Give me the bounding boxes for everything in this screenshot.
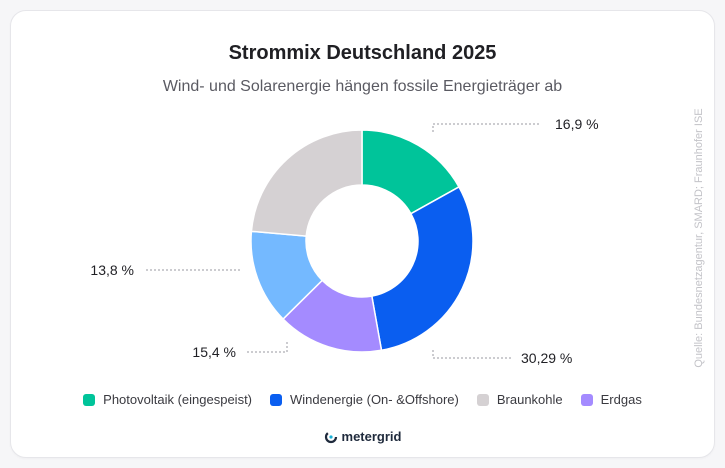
source-note: Quelle: Bundesnetzagentur, SMARD; Fraunh… [693, 108, 705, 368]
legend-item: Braunkohle [476, 392, 563, 407]
legend-item: Erdgas [580, 392, 642, 407]
leader-line [432, 123, 540, 132]
legend-swatch [580, 393, 593, 406]
legend-label: Erdgas [600, 392, 642, 407]
legend-swatch [476, 393, 489, 406]
legend-label: Braunkohle [496, 392, 563, 407]
data-label: 15,4 % [192, 344, 236, 360]
slice-braunkohle [250, 129, 363, 237]
legend-item: Windenergie (On- &Offshore) [270, 392, 459, 407]
legend-label: Photovoltaik (eingespeist) [103, 392, 253, 407]
metergrid-logo-icon [324, 430, 337, 443]
chart-subtitle: Wind- und Solarenergie hängen fossile En… [162, 78, 563, 95]
leader-line [245, 342, 288, 353]
chart-title: Strommix Deutschland 2025 [228, 42, 497, 64]
legend-swatch [270, 393, 283, 406]
chart-card [10, 10, 715, 458]
chart-legend: Photovoltaik (eingespeist) Windenergie (O… [0, 392, 725, 407]
legend-item: Photovoltaik (eingespeist) [83, 392, 252, 407]
leader-line [432, 350, 511, 359]
data-label: 30,29 % [521, 350, 572, 366]
brand-name: metergrid [341, 429, 402, 444]
data-label: 16,9 % [555, 116, 599, 132]
legend-label: Windenergie (On- &Offshore) [290, 392, 459, 407]
legend-swatch [83, 393, 96, 406]
data-label: 13,8 % [90, 262, 134, 278]
slice-windenergie-on-offshore [370, 185, 474, 352]
brand-logo: metergrid [0, 429, 725, 444]
